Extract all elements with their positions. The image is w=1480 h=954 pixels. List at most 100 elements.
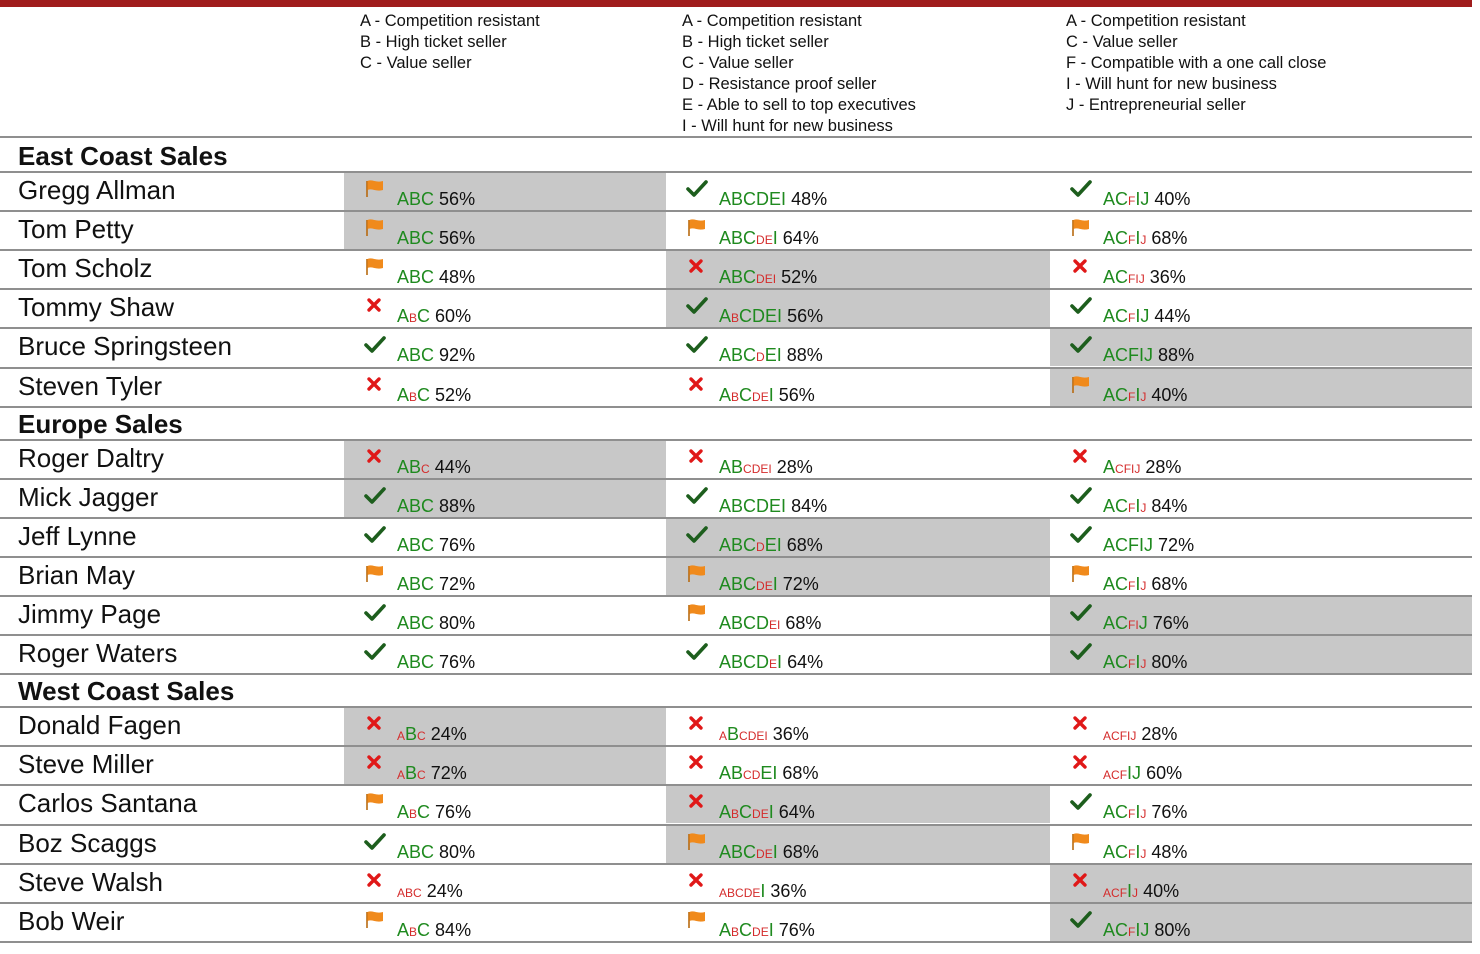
score-cell: ABCDEI 72% [666,557,1050,595]
criteria-score: ACFIJ 76% [1103,613,1189,634]
row-divider [0,745,1472,748]
flag-icon [1070,374,1092,396]
criteria-score: ABC 80% [397,613,475,634]
criterion-letter: J [1138,613,1148,634]
match-percent: 68% [782,841,819,862]
row-divider [0,288,1472,291]
match-percent: 24% [430,724,467,745]
check-icon [686,178,708,200]
row-divider [0,171,1472,173]
criterion-letter: A [1103,729,1112,744]
criterion-letter: E [769,657,778,672]
match-percent: 68% [782,763,819,784]
row-divider [0,366,1472,369]
criterion-letter: C [421,267,435,288]
row-divider [0,940,1472,943]
criterion-letter: I [777,618,781,633]
cross-icon [1070,752,1092,774]
criterion-letter: C [739,306,753,327]
check-icon [1070,334,1092,356]
criterion-letter: C [417,802,431,823]
criteria-score: ABC 52% [397,385,471,406]
legend-item: A - Competition resistant [682,12,862,30]
match-percent: 24% [426,880,463,901]
criterion-letter: E [752,885,761,900]
criterion-letter: I [1135,384,1141,405]
check-icon [1070,485,1092,507]
rep-name: Roger Waters [18,638,178,669]
criterion-letter: C [421,841,435,862]
criteria-score: ABCDEI 64% [719,652,823,673]
criterion-letter: C [743,267,757,288]
criterion-letter: C [417,768,426,783]
criterion-letter: B [727,885,736,900]
criterion-letter: C [1115,345,1129,366]
criterion-letter: A [397,768,406,783]
score-cell: ABC 88% [344,479,666,517]
score-cell: ABCDEI 64% [666,212,1050,249]
criterion-letter: A [397,456,410,477]
criterion-letter: A [1103,495,1116,516]
criterion-letter: I [1139,534,1145,555]
criterion-letter: B [731,763,744,784]
score-cell: ACFIJ 28% [1050,441,1472,478]
criteria-score: ABC 44% [397,457,471,478]
criterion-letter: I [1127,763,1133,784]
criterion-letter: C [743,534,757,555]
rep-name: Steven Tyler [18,370,163,401]
criterion-letter: A [719,456,732,477]
score-cell: ABC 24% [344,865,666,902]
criterion-letter: I [1135,495,1141,516]
criterion-letter: C [421,534,435,555]
criterion-letter: I [760,880,766,901]
flag-icon [1070,831,1092,853]
criterion-letter: D [752,306,766,327]
check-icon [364,485,386,507]
criterion-letter: A [719,763,732,784]
criteria-score: ABCDEI 36% [719,881,806,902]
criterion-letter: B [731,189,744,210]
criterion-letter: J [1140,846,1147,861]
check-icon [1070,295,1092,317]
match-percent: 52% [781,267,818,288]
criteria-score: ABC 76% [397,652,475,673]
criterion-letter: A [719,652,732,673]
score-cell: ACFIJ 40% [1050,173,1472,210]
criterion-letter: A [1103,228,1116,249]
criterion-letter: B [409,228,422,249]
criterion-letter: A [719,384,732,405]
criterion-letter: A [719,189,732,210]
criterion-letter: F [1128,272,1136,287]
criterion-letter: I [1127,729,1131,744]
criterion-letter: C [421,495,435,516]
criterion-letter: B [731,841,744,862]
score-cell: ACFIJ 60% [1050,747,1472,784]
score-cell: ABC 76% [344,636,666,673]
score-cell: ABCDEI 64% [666,636,1050,673]
criterion-letter: A [719,534,732,555]
score-cell: ACFIJ 36% [1050,251,1472,288]
criterion-letter: C [1111,729,1120,744]
criterion-letter: B [409,495,422,516]
criterion-letter: I [772,763,778,784]
criterion-letter: A [1103,267,1116,288]
row-divider [0,706,1472,709]
score-cell: ACFIJ 68% [1050,558,1472,595]
match-percent: 68% [785,613,822,634]
match-percent: 88% [1158,345,1195,366]
criterion-letter: B [405,885,414,900]
row-divider [0,210,1472,213]
criterion-letter: C [1115,919,1129,940]
criterion-letter: F [1119,885,1128,900]
row-divider [0,862,1472,865]
criterion-letter: J [1132,885,1139,900]
criteria-score: ABC 56% [397,228,475,249]
criteria-score: ABC 76% [397,535,475,556]
criterion-letter: A [397,652,410,673]
match-percent: 68% [1151,228,1188,249]
score-cell: ABCDEI 52% [666,251,1050,289]
cross-icon [686,752,708,774]
criteria-score: ABCDEI 56% [719,306,823,327]
check-icon [364,334,386,356]
criterion-letter: J [1140,807,1147,822]
